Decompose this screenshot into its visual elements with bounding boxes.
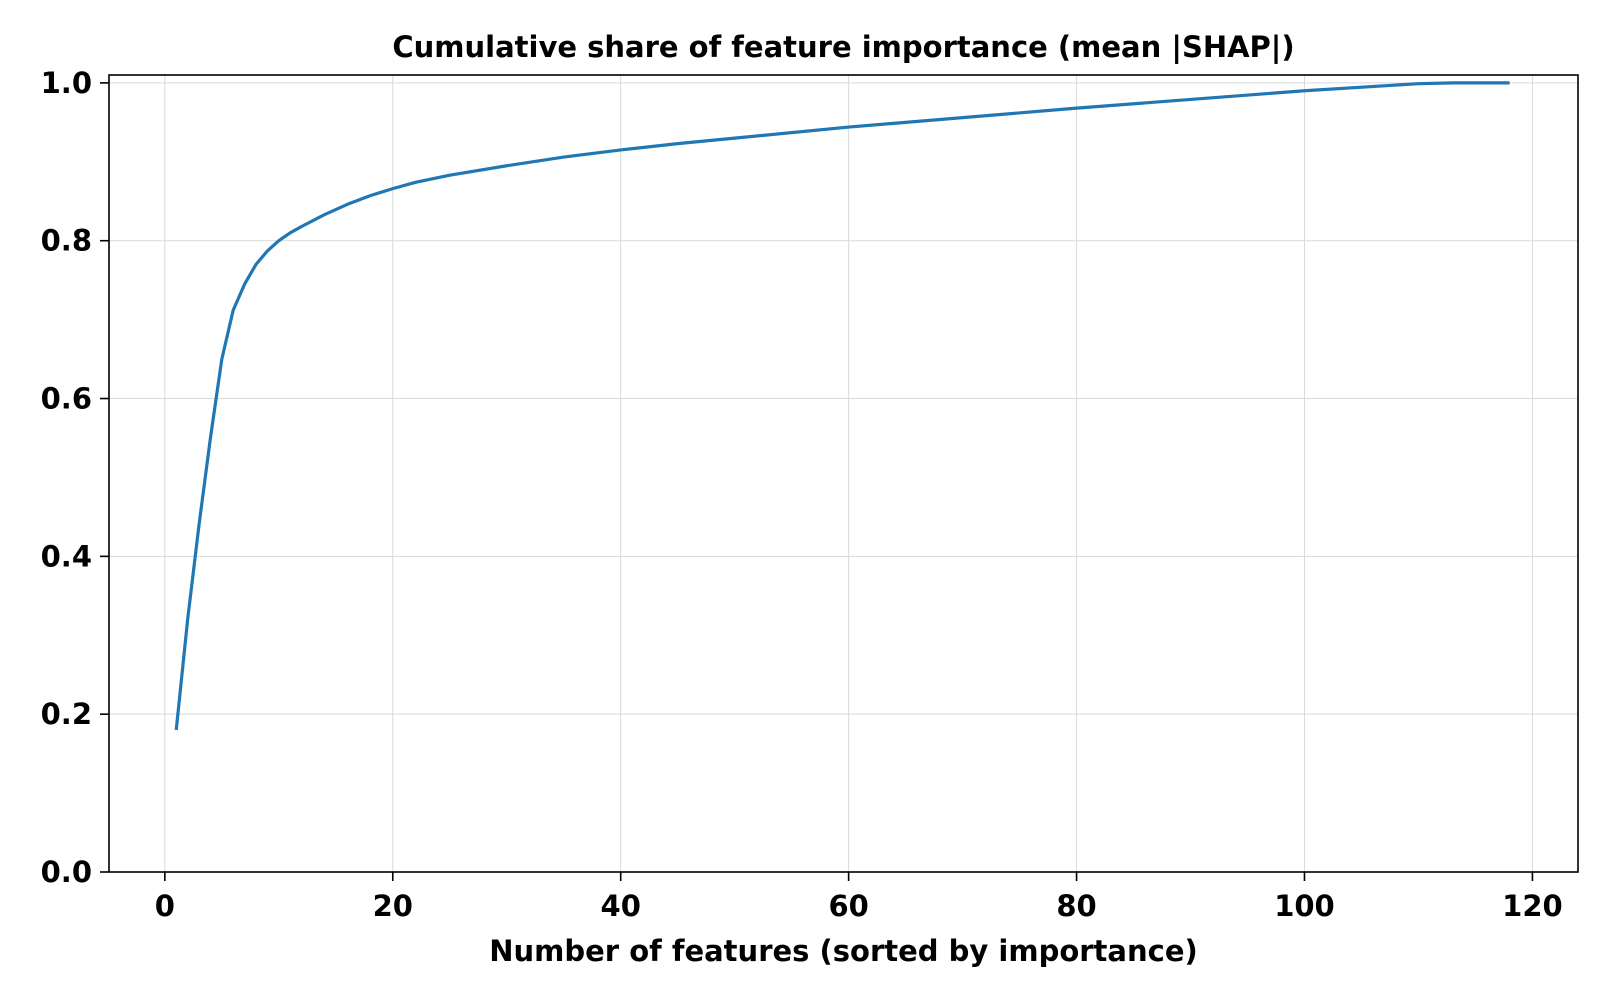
x-tick-label: 120 (1502, 889, 1563, 923)
x-tick-label: 0 (155, 889, 175, 923)
grid-layer (109, 75, 1578, 873)
ticks-layer: 0 20 40 60 80 100 120 0.0 0.2 0.4 0.6 0.8 1.0 (41, 66, 1563, 923)
chart-title: Cumulative share of feature importance (… (392, 30, 1294, 64)
x-tick-label: 20 (373, 889, 413, 923)
series-layer (174, 81, 1510, 731)
y-tick-label: 0.8 (41, 224, 92, 258)
cumulative-importance-line (174, 81, 1510, 731)
y-tick-label: 0.2 (41, 697, 92, 731)
y-tick-label: 0.0 (41, 855, 92, 889)
y-tick-label: 1.0 (41, 66, 92, 100)
y-tick-label: 0.6 (41, 382, 92, 416)
x-tick-label: 40 (601, 889, 641, 923)
x-tick-label: 80 (1056, 889, 1096, 923)
plot-frame (108, 74, 1579, 873)
x-tick-label: 60 (828, 889, 868, 923)
x-tick-label: 100 (1274, 889, 1335, 923)
y-tick-label: 0.4 (41, 539, 92, 573)
x-axis-label: Number of features (sorted by importance… (489, 934, 1198, 968)
